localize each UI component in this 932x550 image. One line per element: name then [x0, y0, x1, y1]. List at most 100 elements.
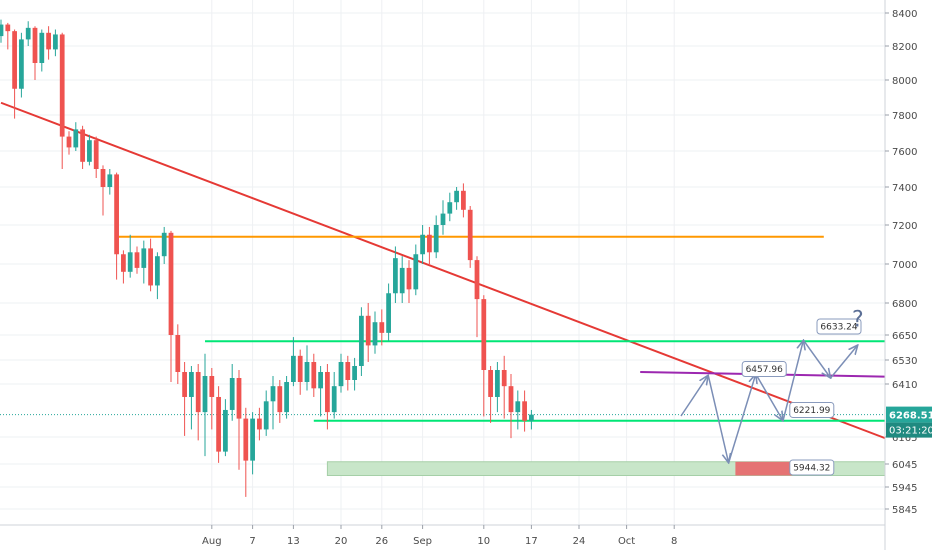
candle-body	[100, 169, 106, 187]
x-tick-label: 8	[671, 536, 677, 547]
projection-arrow	[727, 374, 756, 464]
candle-body	[427, 234, 432, 253]
candle-body	[257, 418, 262, 430]
candle-body	[195, 372, 201, 413]
y-tick-label: 5845	[892, 505, 917, 516]
candle-body	[318, 372, 323, 389]
candle-body	[175, 335, 181, 372]
candle-body	[134, 252, 140, 268]
candle-body	[229, 378, 235, 410]
candle-body	[236, 378, 242, 419]
price-callout-label: 6457.96	[746, 365, 783, 375]
price-callout-box	[789, 401, 835, 418]
y-tick-label: 7000	[892, 260, 917, 271]
projection-arrow	[755, 373, 783, 421]
x-tick-label: 10	[477, 536, 490, 547]
candle-body	[93, 140, 99, 169]
candle-body	[481, 299, 487, 370]
candle-body	[87, 140, 92, 162]
candle-body	[372, 322, 378, 346]
candle-body	[202, 376, 208, 413]
candle-body	[53, 34, 58, 50]
candle-body	[420, 234, 425, 255]
countdown-tag	[886, 422, 932, 438]
y-tick-label: 7200	[892, 221, 917, 232]
y-tick-label: 7400	[892, 183, 917, 194]
y-tick-label: 6045	[892, 460, 917, 471]
projection-layer	[680, 340, 858, 464]
trend-lines-layer	[0, 101, 932, 440]
candles-layer	[0, 19, 534, 497]
x-tick-label: 17	[525, 536, 538, 547]
candle-body	[270, 386, 276, 402]
candle-body	[46, 32, 51, 50]
candle-body	[5, 24, 11, 32]
x-axis-panel	[0, 525, 885, 550]
x-tick-label: Sep	[413, 536, 432, 547]
candle-body	[73, 129, 79, 148]
y-tick-label: 7800	[892, 111, 917, 122]
candle-body	[32, 27, 38, 64]
candle-body	[331, 386, 337, 413]
candle-body	[189, 372, 194, 397]
projection-arrow	[680, 375, 708, 417]
x-tick-label: 24	[573, 536, 586, 547]
candle-body	[209, 376, 215, 397]
y-tick-label: 6410	[892, 380, 917, 391]
candle-body	[148, 248, 153, 286]
candle-body	[182, 372, 187, 397]
price-callout-box	[816, 318, 862, 335]
candle-body	[223, 409, 228, 452]
price-callout-label: 5944.32	[793, 463, 830, 473]
support-zone-layer	[326, 461, 932, 476]
candle-body	[141, 248, 147, 268]
candle-body	[19, 39, 24, 89]
candle-body	[80, 129, 85, 162]
y-tick-label: 7600	[892, 147, 917, 158]
candle-body	[297, 355, 303, 382]
candle-body	[263, 401, 269, 430]
projection-arrow	[782, 340, 803, 421]
candle-body	[454, 190, 459, 203]
candle-body	[277, 386, 283, 413]
trend-line	[0, 101, 886, 440]
callouts-layer: 6457.96 6221.99 6633.24 5944.32?	[741, 307, 864, 476]
support-zone	[326, 461, 932, 476]
candle-body	[433, 225, 439, 253]
y-axis: 8400 8200 8000 7800 7600 7400 7200 7000 6800 6650…	[884, 0, 932, 550]
candle-body	[379, 322, 385, 333]
candle-body	[216, 396, 221, 452]
candle-body	[399, 267, 405, 294]
candle-body	[515, 401, 521, 413]
candle-body	[359, 315, 364, 366]
candle-body	[127, 252, 133, 272]
candle-body	[114, 174, 119, 255]
candle-body	[155, 256, 160, 286]
candle-body	[39, 32, 45, 63]
candle-body	[291, 355, 296, 382]
candle-body	[467, 209, 473, 261]
candle-body	[168, 232, 174, 335]
candle-body	[488, 370, 493, 397]
candle-body	[121, 254, 126, 272]
candle-body	[311, 362, 317, 389]
candle-body	[284, 382, 289, 413]
question-mark: ?	[852, 307, 864, 332]
candle-body	[304, 362, 310, 382]
candle-body	[12, 31, 17, 89]
x-tick-label: 20	[335, 536, 348, 547]
candle-body	[243, 418, 249, 461]
candle-body	[447, 202, 453, 214]
x-tick-label: 26	[375, 536, 388, 547]
countdown-label: 03:21:20	[889, 426, 932, 437]
y-tick-label: 8000	[892, 76, 917, 87]
candle-body	[352, 366, 357, 380]
projection-arrow	[830, 345, 858, 379]
candle-body	[386, 293, 391, 333]
candle-body	[250, 418, 255, 461]
x-tick-label: 13	[287, 536, 300, 547]
candle-body	[529, 414, 534, 421]
candle-body	[461, 190, 466, 210]
price-callout-label: 6633.24	[820, 322, 857, 332]
